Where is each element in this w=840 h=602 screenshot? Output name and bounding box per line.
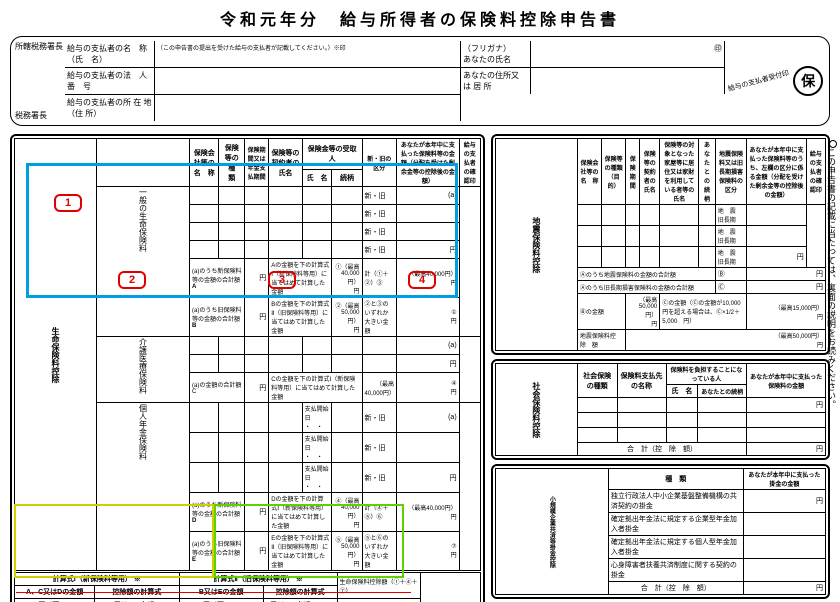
label: 生命保険料控除額（①＋④＋⑦） [337,573,420,599]
col-header: 給与の支払者の確認印 [459,139,480,187]
sub-header: 氏 名 [302,169,332,186]
field[interactable] [531,68,725,94]
label: あなたの住所又 は 居 所 [461,68,531,94]
label: 給与の支払者の法 人 番 号 [65,68,155,94]
seal: ㊞ [531,41,725,67]
calc-title: 計算式Ⅰ（新保険料等用） ※ [15,573,180,586]
stamp-label: 給与の支払者受付印 [727,68,790,94]
side-label: 地震保険料控除 [495,139,577,351]
side-label: 生命保険料控除 [15,139,97,571]
col-header: 保険期間又は年金支払期間 [245,139,269,187]
label: 所轄税務署長 [15,41,65,52]
col-header: 保険金等の受取人 [302,139,362,170]
hanko-seal: 保 [793,66,823,96]
note: （この申告書の提出を受けた給与の支払者が記載してください。）※印 [155,41,461,67]
page-title: 令和元年分 給与所得者の保険料控除申告書 [0,0,840,36]
side-instruction: この申告書の記載に当たっては、裏面の説明をお読みください。 [825,140,838,460]
life-insurance-section: 生命保険料控除 保険会社等の 名 称 保険等の種 類 保険期間又は年金支払期間 … [10,134,485,602]
calc-title: 計算式Ⅱ（旧保険料等用） ※ [179,573,337,586]
col-header: 保険会社等の 名 称 [190,139,219,187]
label: 給与の支払者の所 在 地（住 所） [65,95,155,121]
social-insurance-section: 社会保険料控除 社会保険の種類保険料支払先の名称保険料を負担することになっている… [491,359,830,460]
side-label: 一般の生命保険料 [97,187,190,337]
side-label: 社会保険料控除 [495,364,577,456]
small-business-section: 小規模企業共済等掛金控除 種 類あなたが本年中に支払った掛金の金額 独立行政法人… [491,464,830,599]
field[interactable] [155,95,461,121]
col-header: 新・旧の区分 [362,139,397,187]
col-header: あなたが本年中に支払った保険料等の金額（分配を受けた剰余金等の控除後の金額） [397,139,460,187]
label: 税務署長 [15,110,65,121]
col-header: 保険等の種 類 [219,139,245,187]
field[interactable] [155,68,461,94]
label: (a)のうち新保険料等の金額の合計額 A [190,259,245,298]
side-label: 介護医療保険料 [97,337,190,403]
sub-header: 続柄 [332,169,362,186]
col-header: 保険等の契約者の氏名 [269,139,302,187]
label: (a)のうち旧保険料等の金額の合計額 B [190,298,245,337]
side-label: 小規模企業共済等掛金控除 [495,469,608,595]
label: （フリガナ）あなたの氏名 [461,41,531,67]
label: 給与の支払者の名 称（氏 名） [65,41,155,67]
earthquake-section: 地震保険料控除 保険会社等の 名 称保険等の種類（目的）保険期間保険等の契約者の… [491,134,830,355]
side-label: 個人年金保険料 [97,403,190,571]
header-section: 所轄税務署長 税務署長 給与の支払者の名 称（氏 名）（この申告書の提出を受けた… [10,36,830,126]
